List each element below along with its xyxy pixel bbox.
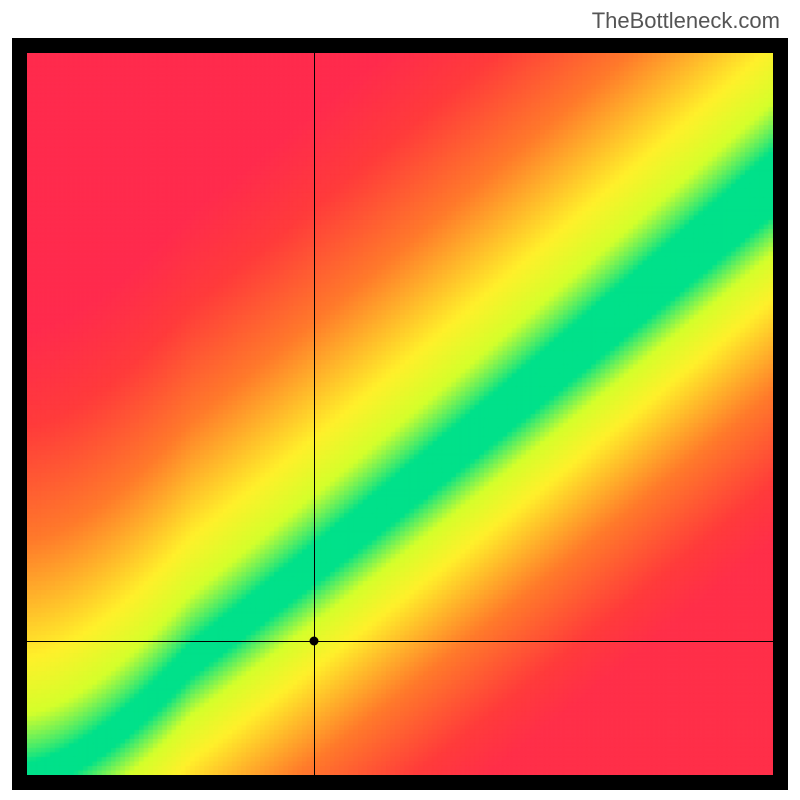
watermark-text: TheBottleneck.com xyxy=(592,8,780,34)
bottleneck-heatmap xyxy=(27,53,773,775)
crosshair-vertical xyxy=(314,53,315,775)
crosshair-horizontal xyxy=(27,641,773,642)
chart-container: TheBottleneck.com xyxy=(0,0,800,800)
crosshair-dot xyxy=(310,637,319,646)
plot-area xyxy=(27,53,773,775)
plot-frame xyxy=(12,38,788,790)
